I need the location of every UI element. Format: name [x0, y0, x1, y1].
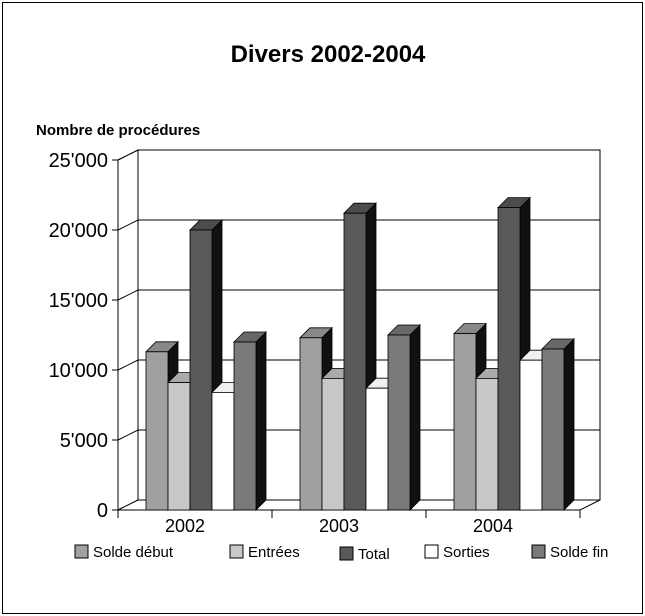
gridlines	[117, 149, 600, 441]
y-ticks: 0 5'000 10'000 15'000 20'000 25'000	[49, 150, 118, 522]
bar-side	[409, 324, 421, 511]
y-tick-label: 20'000	[49, 220, 108, 242]
legend-swatch	[74, 544, 89, 559]
x-tick-label: 2003	[319, 516, 359, 536]
bar-front	[189, 229, 213, 511]
y-tick-label: 25'000	[49, 150, 108, 172]
side-wall	[117, 149, 139, 511]
bar-side	[563, 338, 575, 511]
bar-front	[233, 341, 257, 511]
gridline	[117, 149, 600, 161]
legend-label: Solde début	[93, 544, 174, 561]
bar-front	[475, 377, 499, 511]
x-tick-label: 2002	[165, 516, 205, 536]
y-axis-label: Nombre de procédures	[36, 122, 200, 139]
bar-side	[255, 331, 267, 511]
bar-2-4	[541, 338, 575, 511]
bar-front	[387, 334, 411, 511]
bar-front	[167, 382, 191, 511]
gridline	[117, 429, 600, 441]
y-tick-label: 15'000	[49, 290, 108, 312]
bars	[145, 196, 575, 511]
legend-item: Sorties	[424, 544, 490, 561]
x-ticks: 2002 2003 2004	[117, 510, 581, 536]
y-tick-label: 0	[97, 500, 108, 522]
bar-front	[365, 387, 389, 511]
legend-swatch	[531, 544, 546, 559]
legend-item: Entrées	[229, 544, 300, 561]
gridline	[117, 289, 600, 301]
legend-swatch	[424, 544, 439, 559]
bar-front	[321, 377, 345, 511]
bar-front	[211, 391, 235, 511]
legend: Solde début Entrées Total Sorties Solde fin	[74, 544, 608, 563]
bar-front	[145, 351, 169, 511]
gridline	[117, 219, 600, 231]
bar-front	[541, 348, 565, 511]
legend-item: Solde début	[74, 544, 174, 561]
legend-item: Solde fin	[531, 544, 608, 561]
bar-front	[497, 207, 521, 511]
bar-front	[519, 359, 543, 511]
bar-front	[343, 212, 367, 511]
bar-1-4	[387, 324, 421, 511]
legend-label: Entrées	[248, 544, 300, 561]
legend-label: Solde fin	[550, 544, 608, 561]
bar-front	[299, 337, 323, 511]
legend-label: Sorties	[443, 544, 490, 561]
legend-swatch	[339, 546, 354, 561]
legend-label: Total	[358, 546, 390, 563]
legend-item: Total	[339, 546, 390, 563]
y-tick-label: 10'000	[49, 360, 108, 382]
chart-title: Divers 2002-2004	[231, 41, 426, 68]
gridline	[117, 359, 600, 371]
y-tick-label: 5'000	[60, 430, 108, 452]
bar-0-4	[233, 331, 267, 511]
legend-swatch	[229, 544, 244, 559]
x-tick-label: 2004	[473, 516, 513, 536]
bar-front	[453, 333, 477, 511]
